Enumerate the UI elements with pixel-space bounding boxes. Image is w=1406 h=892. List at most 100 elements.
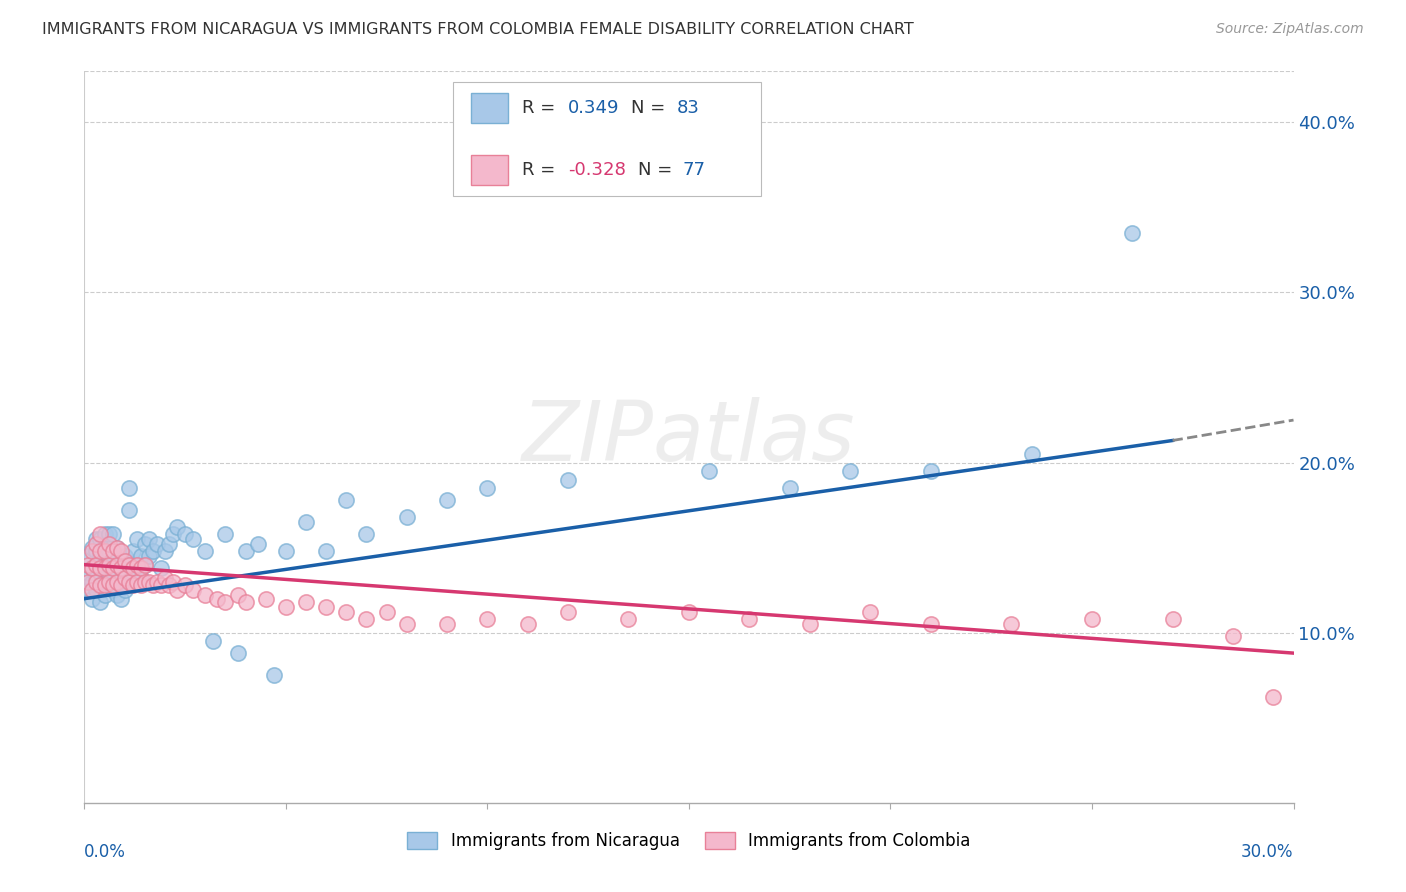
Text: IMMIGRANTS FROM NICARAGUA VS IMMIGRANTS FROM COLOMBIA FEMALE DISABILITY CORRELAT: IMMIGRANTS FROM NICARAGUA VS IMMIGRANTS … xyxy=(42,22,914,37)
Point xyxy=(174,578,197,592)
Point xyxy=(1263,690,1285,705)
Point xyxy=(356,612,378,626)
Text: N =: N = xyxy=(638,161,678,179)
Point xyxy=(235,595,257,609)
Point xyxy=(93,574,115,589)
Point xyxy=(110,578,132,592)
Point xyxy=(153,544,176,558)
Text: Source: ZipAtlas.com: Source: ZipAtlas.com xyxy=(1216,22,1364,37)
Point xyxy=(101,583,124,598)
Point xyxy=(101,549,124,563)
Point xyxy=(93,578,115,592)
Point xyxy=(149,561,172,575)
Point xyxy=(557,605,579,619)
Text: ZIPatlas: ZIPatlas xyxy=(522,397,856,477)
Point xyxy=(146,574,169,589)
Point xyxy=(121,566,143,581)
Point xyxy=(97,537,120,551)
Point xyxy=(86,571,108,585)
Point xyxy=(110,561,132,575)
Point xyxy=(89,561,111,575)
Point xyxy=(697,464,720,478)
Point xyxy=(246,537,269,551)
Point xyxy=(125,558,148,572)
Point xyxy=(77,566,100,581)
Point xyxy=(101,544,124,558)
Point xyxy=(89,578,111,592)
Point xyxy=(89,549,111,563)
Point xyxy=(214,595,236,609)
Point xyxy=(335,493,357,508)
Text: R =: R = xyxy=(522,99,561,117)
Point xyxy=(174,527,197,541)
Point xyxy=(356,527,378,541)
Point xyxy=(166,583,188,598)
Point xyxy=(617,612,640,626)
FancyBboxPatch shape xyxy=(471,155,508,185)
Point xyxy=(142,578,165,592)
Point xyxy=(477,612,499,626)
Point xyxy=(134,558,156,572)
Point xyxy=(166,520,188,534)
Point xyxy=(202,634,225,648)
Text: -0.328: -0.328 xyxy=(568,161,626,179)
Point xyxy=(86,558,108,572)
Point xyxy=(146,537,169,551)
Point xyxy=(93,544,115,558)
Point xyxy=(110,544,132,558)
Point xyxy=(181,532,204,546)
Point xyxy=(101,578,124,592)
Point xyxy=(129,561,152,575)
Point xyxy=(129,549,152,563)
Point xyxy=(105,558,128,572)
Point xyxy=(859,605,882,619)
Point xyxy=(157,537,180,551)
Point xyxy=(134,537,156,551)
Point xyxy=(97,574,120,589)
Point xyxy=(86,537,108,551)
Point xyxy=(89,532,111,546)
Point xyxy=(97,558,120,572)
Point xyxy=(86,574,108,589)
Point xyxy=(114,583,136,598)
Point xyxy=(77,549,100,563)
Point xyxy=(214,527,236,541)
Point xyxy=(82,591,104,606)
Point xyxy=(799,617,821,632)
Point xyxy=(138,532,160,546)
Text: 30.0%: 30.0% xyxy=(1241,843,1294,861)
Point xyxy=(86,532,108,546)
Point xyxy=(114,554,136,568)
Point xyxy=(153,571,176,585)
Point xyxy=(134,574,156,589)
Point xyxy=(97,578,120,592)
Point xyxy=(89,544,111,558)
Point xyxy=(263,668,285,682)
Point xyxy=(105,574,128,589)
Point xyxy=(226,646,249,660)
Text: 77: 77 xyxy=(683,161,706,179)
Point xyxy=(315,544,337,558)
Point xyxy=(77,583,100,598)
Point xyxy=(114,566,136,581)
Point xyxy=(125,574,148,589)
Point xyxy=(477,481,499,495)
Point xyxy=(82,561,104,575)
Point xyxy=(125,532,148,546)
Point xyxy=(89,578,111,592)
Point xyxy=(149,578,172,592)
Point xyxy=(557,473,579,487)
Point xyxy=(436,493,458,508)
Point xyxy=(89,527,111,541)
Point xyxy=(129,578,152,592)
Point xyxy=(105,558,128,572)
Point xyxy=(678,605,700,619)
Point xyxy=(118,503,141,517)
Point xyxy=(162,527,184,541)
Point xyxy=(105,541,128,555)
Point xyxy=(93,561,115,575)
Point xyxy=(779,481,801,495)
Point xyxy=(118,574,141,589)
Point xyxy=(142,544,165,558)
Point xyxy=(114,549,136,563)
